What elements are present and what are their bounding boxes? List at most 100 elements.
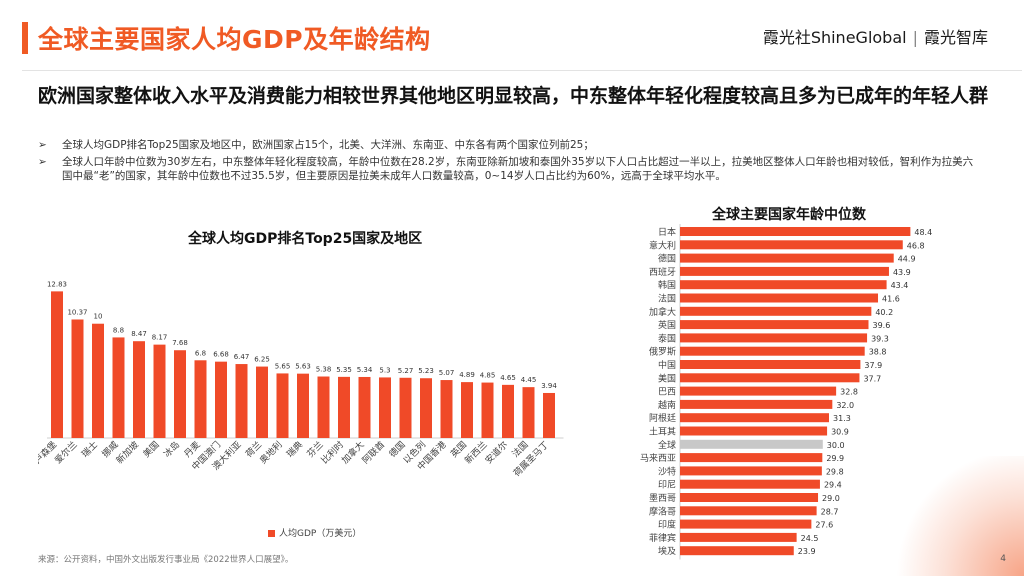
page-number: 4 xyxy=(1000,554,1006,564)
gdp-category-label: 美国 xyxy=(140,439,161,460)
source-note: 来源：公开资料，中国外文出版发行事业局《2022世界人口展望》。 xyxy=(38,555,294,565)
age-bar xyxy=(680,320,869,330)
age-value-label: 37.7 xyxy=(863,374,881,383)
age-category-label: 加拿大 xyxy=(649,306,676,318)
bullet-text: 全球人均GDP排名Top25国家及地区中，欧洲国家占15个，北美、大洋洲、东南亚… xyxy=(62,139,594,151)
age-value-label: 32.8 xyxy=(840,388,858,397)
bullet-list: ➢ 全球人均GDP排名Top25国家及地区中，欧洲国家占15个，北美、大洋洲、东… xyxy=(38,138,983,186)
gdp-category-label: 瑞典 xyxy=(284,439,305,460)
gdp-category-label: 加拿大 xyxy=(339,439,367,467)
age-bar-global xyxy=(680,439,823,449)
gdp-category-label: 新加坡 xyxy=(114,439,142,467)
age-category-label: 摩洛哥 xyxy=(649,505,676,517)
age-bar xyxy=(680,253,894,263)
age-bar xyxy=(680,360,861,369)
age-category-label: 菲律宾 xyxy=(649,532,676,544)
age-value-label: 38.8 xyxy=(869,348,887,357)
gdp-bar xyxy=(379,377,391,438)
age-category-label: 巴西 xyxy=(658,387,676,398)
gdp-category-label: 瑞士 xyxy=(79,439,100,460)
bullet-item: ➢ 全球人均GDP排名Top25国家及地区中，欧洲国家占15个，北美、大洋洲、东… xyxy=(38,138,983,152)
age-bar xyxy=(680,426,828,436)
gdp-bar xyxy=(276,373,289,438)
bullet-item: ➢ 全球人口年龄中位数为30岁左右，中东整体年轻化程度较高，年龄中位数在28.2… xyxy=(38,155,983,183)
gdp-bar xyxy=(481,382,494,438)
gdp-value-label: 10 xyxy=(94,313,103,321)
logo-think-tank: 霞光智库 xyxy=(923,28,988,47)
age-value-label: 29.0 xyxy=(822,494,840,503)
gdp-bar xyxy=(112,337,125,438)
age-value-label: 39.6 xyxy=(872,321,890,330)
gdp-value-label: 4.89 xyxy=(459,371,475,379)
logo-divider: | xyxy=(912,28,918,47)
legend-label: 人均GDP（万美元） xyxy=(279,529,362,539)
age-bar xyxy=(680,227,911,236)
corner-decoration xyxy=(894,456,1024,576)
age-category-label: 西班牙 xyxy=(649,266,676,278)
gdp-bar xyxy=(133,341,145,438)
gdp-bar xyxy=(502,384,514,438)
age-bar xyxy=(680,546,794,556)
gdp-bar xyxy=(256,366,268,438)
age-category-label: 沙特 xyxy=(658,465,676,477)
age-bar xyxy=(680,532,797,542)
gdp-bar xyxy=(317,376,330,438)
age-category-label: 美国 xyxy=(658,372,676,384)
gdp-chart-title: 全球人均GDP排名Top25国家及地区 xyxy=(188,231,423,247)
age-bar xyxy=(680,399,833,409)
gdp-bar xyxy=(543,392,555,438)
gdp-value-label: 6.47 xyxy=(234,353,250,361)
gdp-bar xyxy=(174,350,186,438)
age-category-label: 越南 xyxy=(658,399,676,411)
age-value-label: 24.5 xyxy=(801,534,819,543)
age-category-label: 日本 xyxy=(658,226,676,238)
gdp-bar xyxy=(338,376,350,438)
gdp-bar xyxy=(153,344,166,438)
gdp-value-label: 6.25 xyxy=(254,356,270,364)
bullet-text: 全球人口年龄中位数为30岁左右，中东整体年轻化程度较高，年龄中位数在28.2岁，… xyxy=(62,156,974,182)
age-category-label: 埃及 xyxy=(658,545,676,557)
title-accent-bar xyxy=(22,22,28,54)
logo-shineglobal: 霞光社ShineGlobal xyxy=(762,28,907,47)
age-category-label: 马来西亚 xyxy=(640,453,676,464)
age-category-label: 阿根廷 xyxy=(649,412,676,424)
gdp-category-label: 安道尔 xyxy=(483,439,511,467)
gdp-value-label: 8.17 xyxy=(152,334,168,342)
age-value-label: 48.4 xyxy=(914,228,932,237)
gdp-value-label: 8.47 xyxy=(131,330,147,338)
gdp-value-label: 12.83 xyxy=(47,280,67,288)
gdp-value-label: 5.65 xyxy=(275,362,291,370)
gdp-value-label: 5.34 xyxy=(357,366,373,374)
age-value-label: 31.3 xyxy=(833,414,851,423)
age-chart-title: 全球主要国家年龄中位数 xyxy=(712,207,866,223)
age-value-label: 30.9 xyxy=(831,428,849,437)
age-value-label: 46.8 xyxy=(907,241,925,250)
age-category-label: 全球 xyxy=(658,439,676,451)
age-category-label: 泰国 xyxy=(658,332,676,344)
gdp-category-label: 阿联酋 xyxy=(360,439,388,467)
gdp-bar xyxy=(215,361,227,438)
age-value-label: 43.4 xyxy=(891,281,909,290)
gdp-value-label: 5.27 xyxy=(398,367,414,375)
page-title: 全球主要国家人均GDP及年龄结构 xyxy=(38,25,431,54)
gdp-value-label: 10.37 xyxy=(67,308,87,316)
age-bar xyxy=(680,266,889,276)
gdp-bar xyxy=(235,364,248,438)
age-bar xyxy=(680,306,872,316)
age-bar xyxy=(680,346,865,356)
gdp-bar xyxy=(420,378,432,438)
age-bar xyxy=(680,479,820,489)
age-category-label: 墨西哥 xyxy=(649,493,676,504)
age-bar xyxy=(680,506,817,516)
age-value-label: 29.4 xyxy=(824,481,842,490)
age-category-label: 德国 xyxy=(658,253,676,265)
age-bar xyxy=(680,333,868,343)
gdp-category-label: 爱尔兰 xyxy=(52,439,80,467)
age-bar xyxy=(680,373,860,383)
age-value-label: 29.8 xyxy=(826,467,844,476)
age-category-label: 意大利 xyxy=(649,239,676,251)
gdp-category-label: 新西兰 xyxy=(462,439,490,467)
gdp-value-label: 6.68 xyxy=(213,351,229,359)
gdp-bar xyxy=(440,380,453,438)
bullet-arrow-icon: ➢ xyxy=(38,156,47,168)
